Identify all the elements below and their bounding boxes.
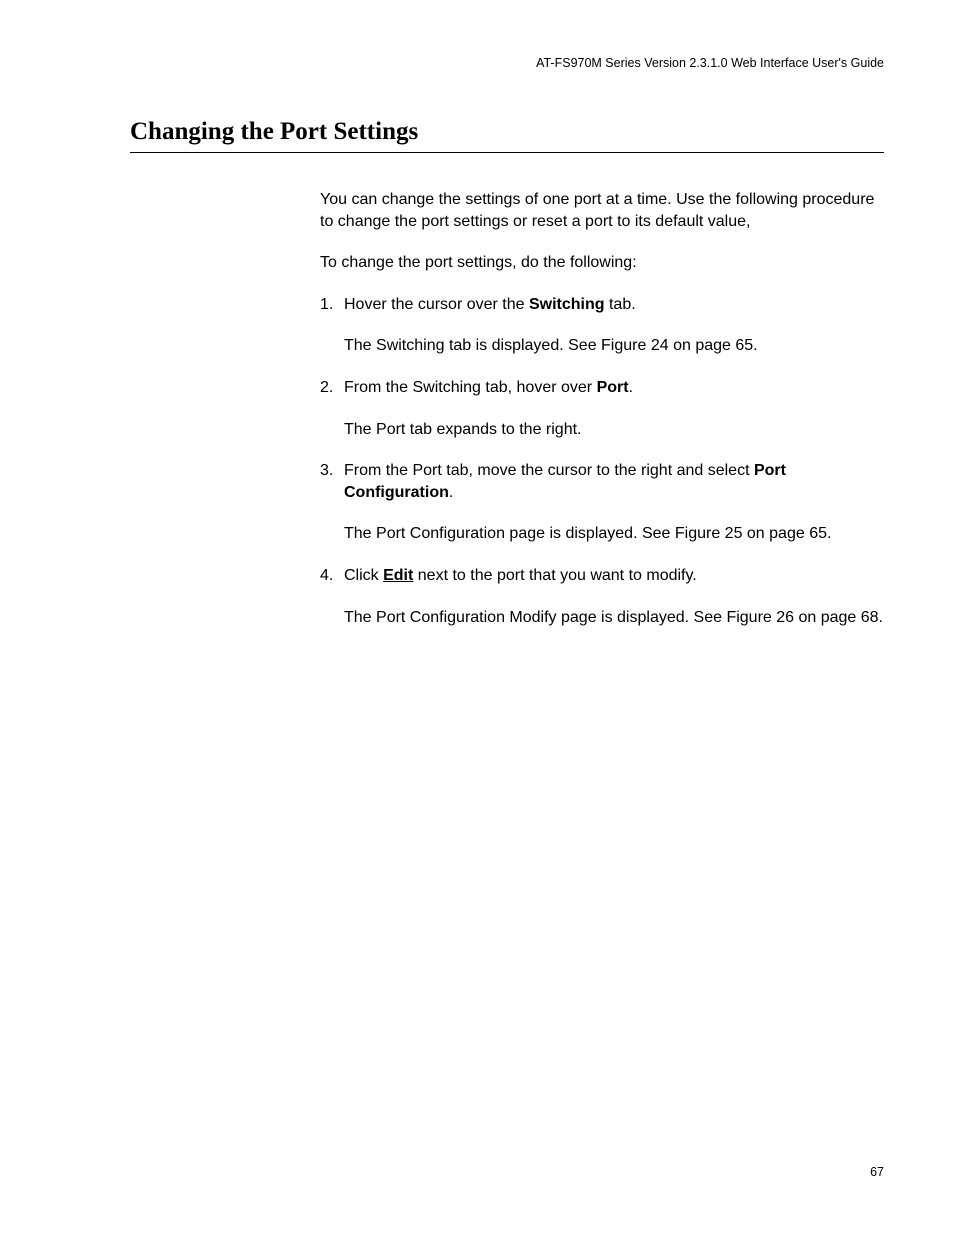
step-1-post: tab. — [605, 296, 636, 313]
step-4-number: 4. — [320, 565, 333, 587]
step-2-pre: From the Switching tab, hover over — [344, 379, 597, 396]
step-2-number: 2. — [320, 377, 333, 399]
step-4-post: next to the port that you want to modify… — [413, 567, 696, 584]
page-header: AT-FS970M Series Version 2.3.1.0 Web Int… — [130, 56, 884, 70]
step-2: 2. From the Switching tab, hover over Po… — [320, 377, 884, 440]
title-rule — [130, 152, 884, 153]
step-4-text: Click Edit next to the port that you wan… — [344, 567, 697, 584]
intro-paragraph-1: You can change the settings of one port … — [320, 189, 884, 232]
page-container: AT-FS970M Series Version 2.3.1.0 Web Int… — [0, 0, 954, 1235]
body-block: You can change the settings of one port … — [320, 189, 884, 628]
section-title: Changing the Port Settings — [130, 118, 884, 146]
step-3-number: 3. — [320, 460, 333, 482]
step-3-sub: The Port Configuration page is displayed… — [344, 523, 884, 545]
step-4: 4. Click Edit next to the port that you … — [320, 565, 884, 628]
intro-paragraph-2: To change the port settings, do the foll… — [320, 252, 884, 274]
step-2-sub: The Port tab expands to the right. — [344, 419, 884, 441]
step-3: 3. From the Port tab, move the cursor to… — [320, 460, 884, 545]
step-1-number: 1. — [320, 294, 333, 316]
steps-list: 1. Hover the cursor over the Switching t… — [320, 294, 884, 628]
step-1: 1. Hover the cursor over the Switching t… — [320, 294, 884, 357]
step-4-edit-link[interactable]: Edit — [383, 567, 413, 584]
step-1-text: Hover the cursor over the Switching tab. — [344, 296, 636, 313]
step-3-post: . — [449, 484, 453, 501]
step-1-bold: Switching — [529, 296, 605, 313]
step-2-bold: Port — [597, 379, 629, 396]
step-1-pre: Hover the cursor over the — [344, 296, 529, 313]
step-1-sub: The Switching tab is displayed. See Figu… — [344, 335, 884, 357]
page-number: 67 — [870, 1165, 884, 1179]
header-right-text: AT-FS970M Series Version 2.3.1.0 Web Int… — [536, 56, 884, 70]
step-2-text: From the Switching tab, hover over Port. — [344, 379, 633, 396]
step-2-post: . — [629, 379, 633, 396]
step-4-pre: Click — [344, 567, 383, 584]
step-3-pre: From the Port tab, move the cursor to th… — [344, 462, 754, 479]
step-3-text: From the Port tab, move the cursor to th… — [344, 462, 786, 501]
step-4-sub: The Port Configuration Modify page is di… — [344, 607, 884, 629]
